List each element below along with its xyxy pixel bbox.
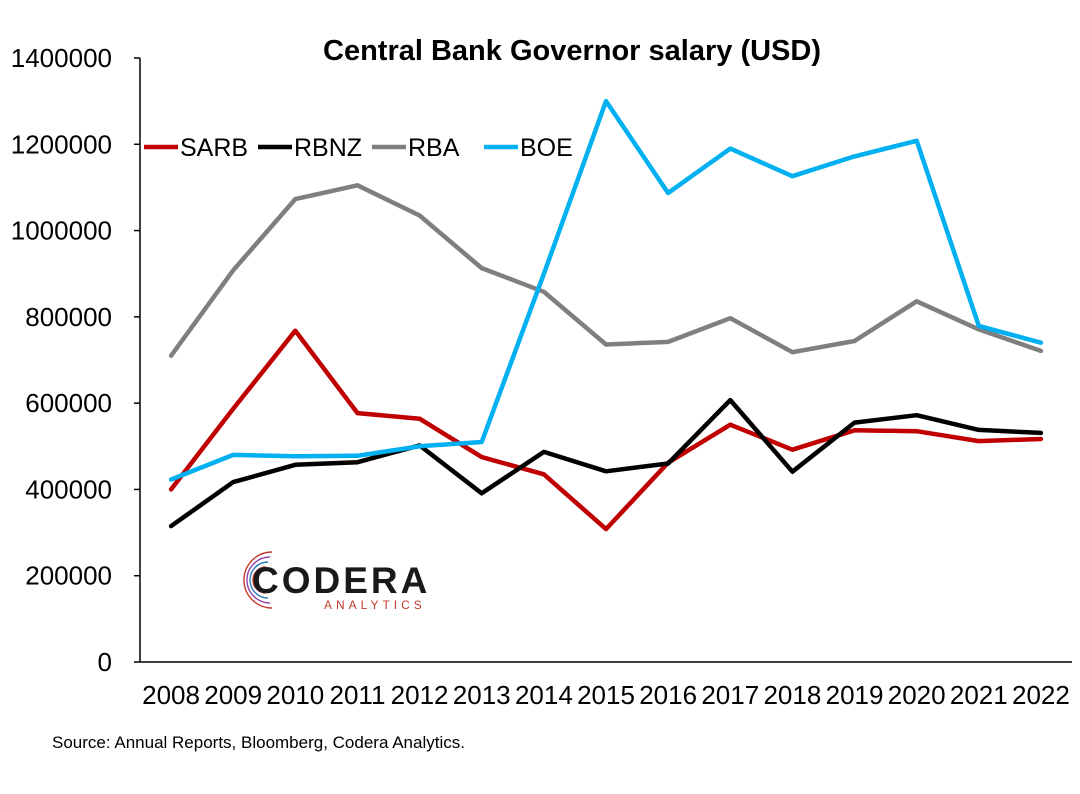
x-tick-label: 2020 — [888, 680, 946, 710]
series-line-rbnz — [168, 397, 1044, 529]
y-tick-label: 0 — [98, 647, 112, 677]
x-tick-label: 2014 — [515, 680, 573, 710]
legend-label-rbnz: RBNZ — [294, 134, 362, 162]
series-line-rba — [168, 183, 1044, 358]
series-layer — [168, 98, 1044, 532]
x-tick-label: 2021 — [950, 680, 1008, 710]
axes: 0 200000 400000 600000 800000 1000000 1200000 1… — [11, 43, 1072, 710]
codera-logo: CODERA ANALYTICS — [232, 546, 432, 616]
x-tick-label: 2019 — [826, 680, 884, 710]
series-line-boe — [168, 98, 1044, 482]
y-tick-label: 1200000 — [11, 129, 112, 159]
y-tick-label: 1400000 — [11, 43, 112, 73]
y-tick-label: 600000 — [25, 388, 112, 418]
chart-title: Central Bank Governor salary (USD) — [323, 35, 821, 67]
logo-name: CODERA — [252, 560, 431, 601]
y-tick-label: 800000 — [25, 302, 112, 332]
x-tick-label: 2011 — [330, 680, 386, 710]
x-tick-label: 2018 — [763, 680, 821, 710]
source-note: Source: Annual Reports, Bloomberg, Coder… — [52, 733, 465, 752]
x-tick-label: 2015 — [577, 680, 635, 710]
logo-subtitle: ANALYTICS — [324, 598, 426, 612]
legend-label-rba: RBA — [408, 134, 460, 162]
x-tick-label: 2008 — [142, 680, 200, 710]
x-tick-label: 2016 — [639, 680, 697, 710]
x-tick-label: 2017 — [701, 680, 759, 710]
legend: SARB RBNZ RBA BOE — [144, 134, 573, 162]
y-tick-label: 400000 — [25, 474, 112, 504]
x-tick-label: 2022 — [1012, 680, 1070, 710]
y-tick-label: 1000000 — [11, 216, 112, 246]
x-tick-label: 2009 — [204, 680, 262, 710]
x-tick-label: 2013 — [453, 680, 511, 710]
logo-mark-icon — [243, 551, 273, 609]
y-tick-label: 200000 — [25, 561, 112, 591]
x-tick-label: 2010 — [266, 680, 324, 710]
x-tick-label: 2012 — [391, 680, 449, 710]
legend-label-boe: BOE — [520, 134, 573, 162]
series-line-sarb — [168, 328, 1044, 532]
legend-label-sarb: SARB — [180, 134, 248, 162]
